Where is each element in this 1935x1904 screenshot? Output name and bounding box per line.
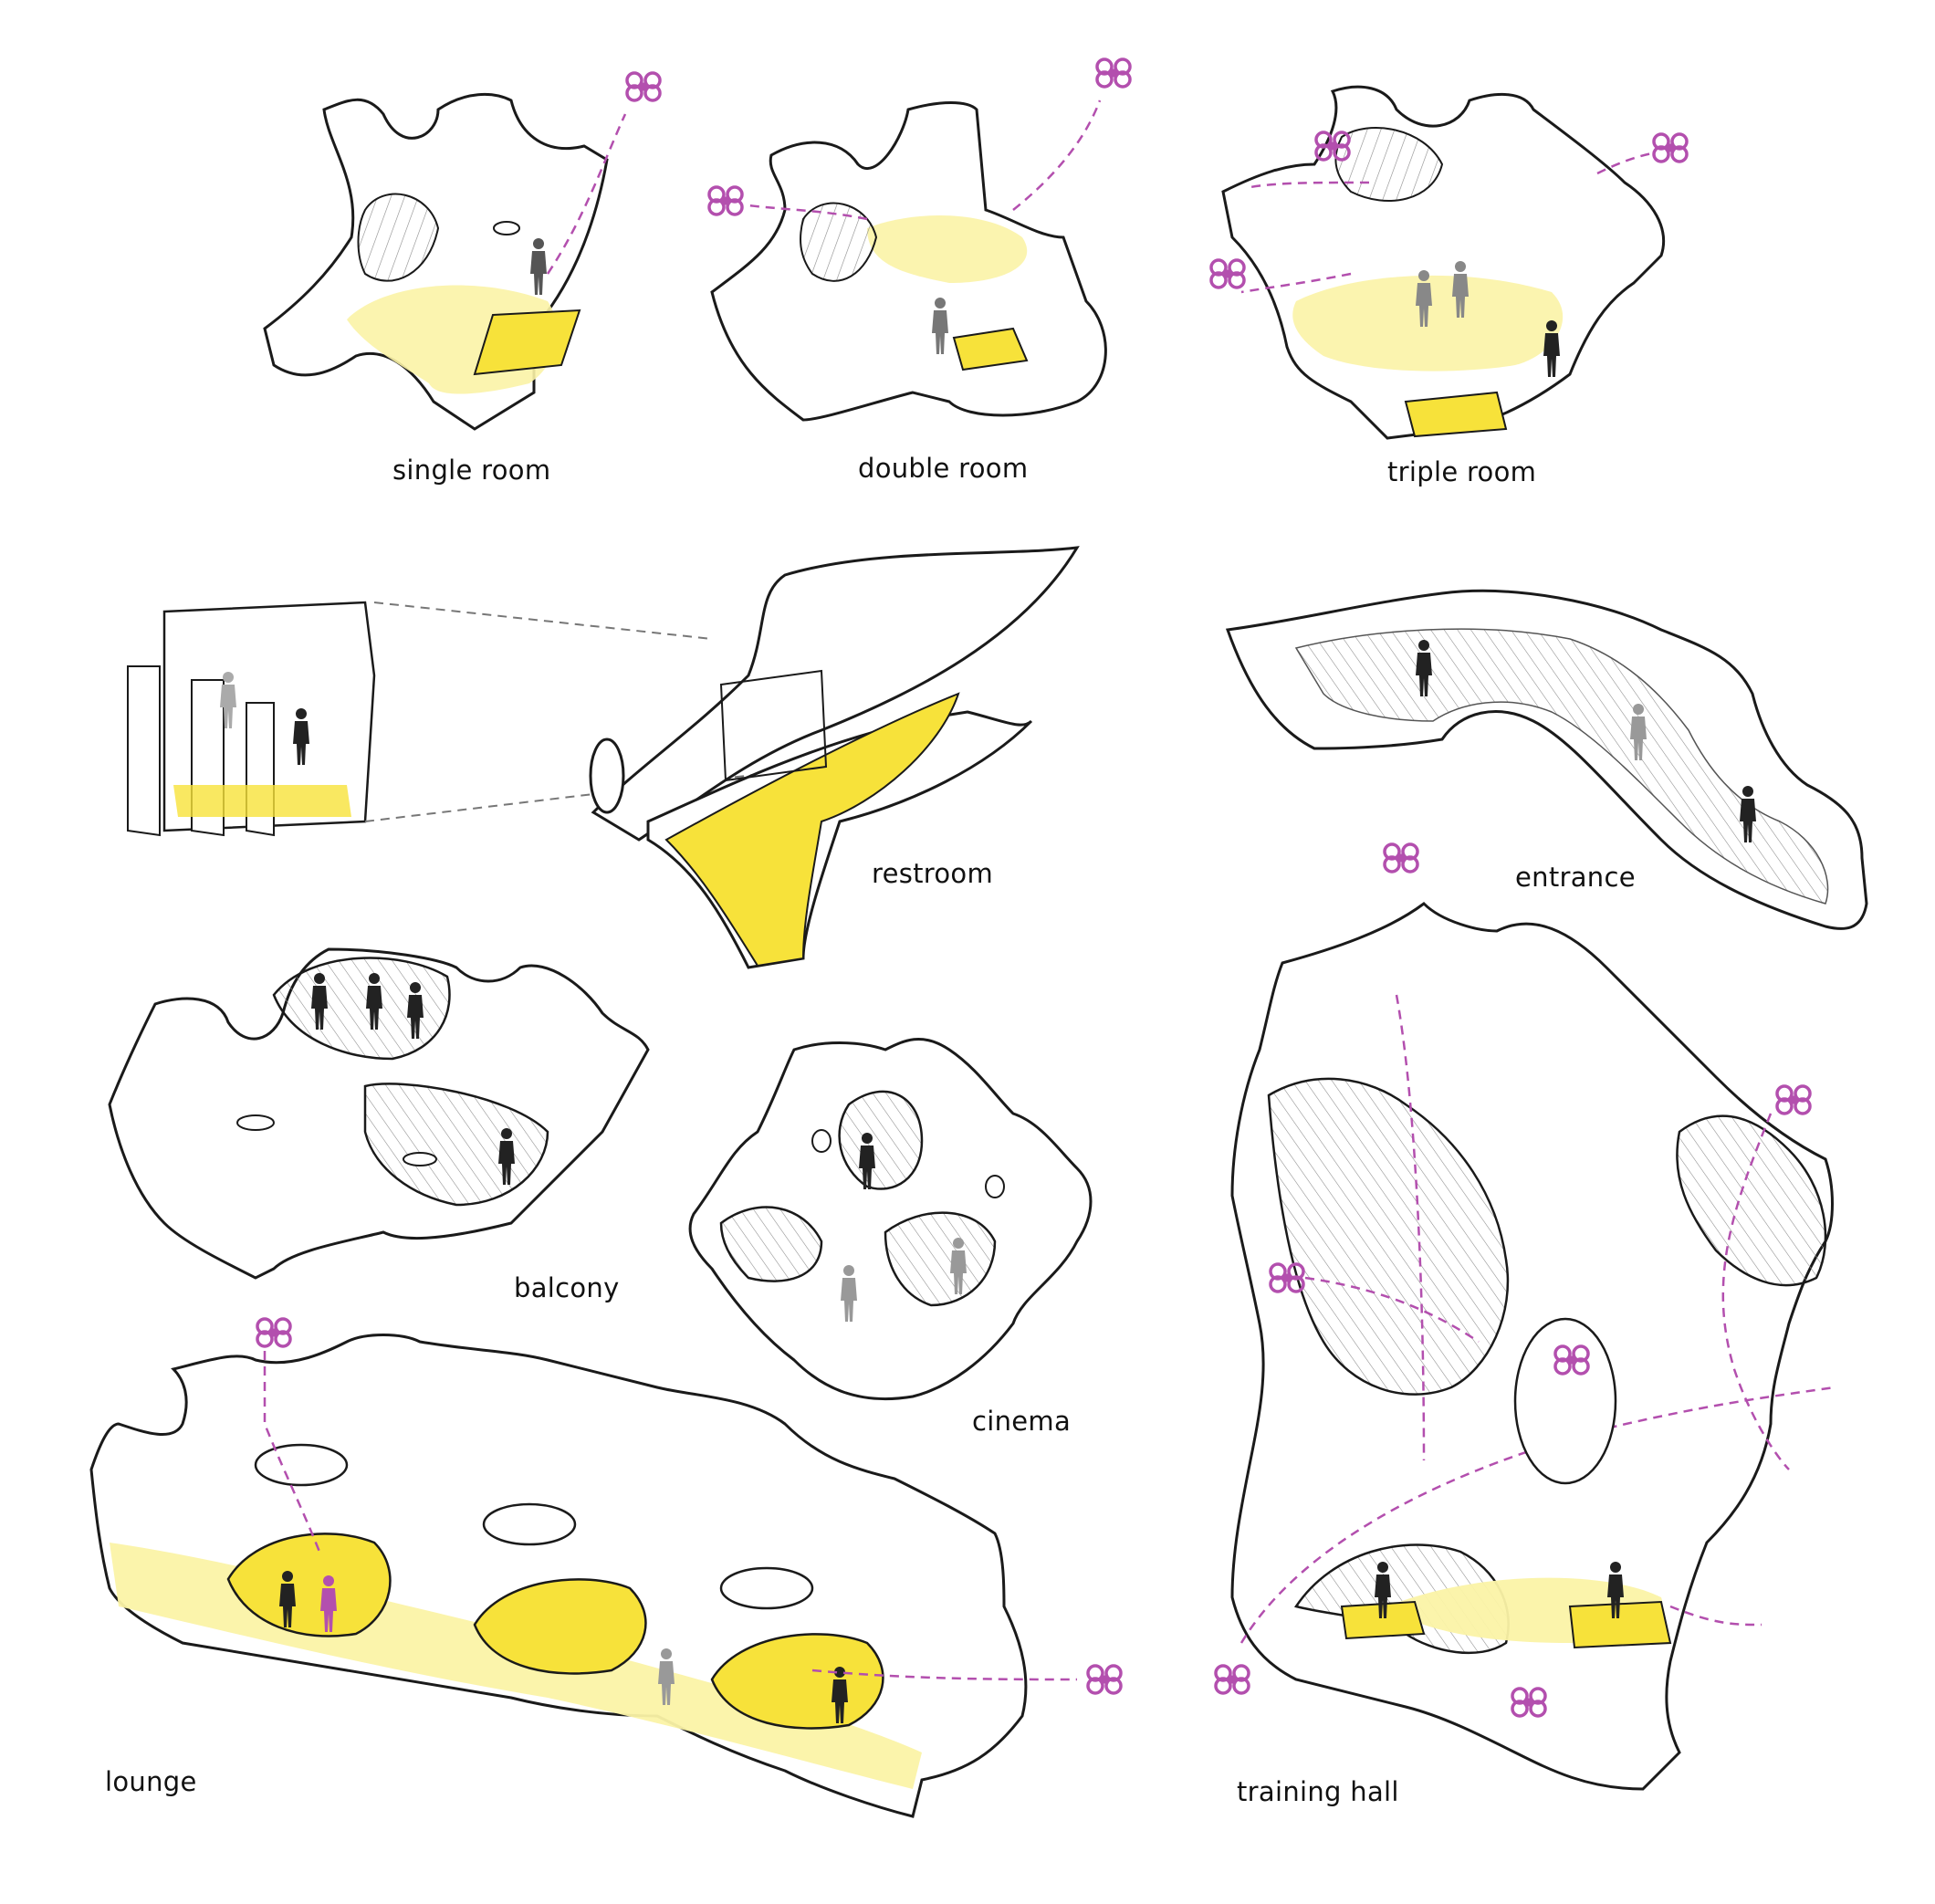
label-double-room: double room: [858, 453, 1029, 484]
single-room-floor: [473, 309, 581, 376]
entrance-contour-hatch: [1294, 628, 1829, 905]
training-hall-drone-path-4: [1721, 1113, 1790, 1470]
restroom-cubicle-floor: [173, 785, 351, 817]
label-single-room: single room: [392, 455, 551, 486]
double-room-drone-icon-right: [1095, 58, 1132, 89]
double-room-hatch: [800, 202, 878, 282]
lounge-drone-path-right: [811, 1669, 1078, 1681]
double-room-drone-path-left: [748, 204, 868, 221]
training-hall-drone-path-3: [1304, 1276, 1480, 1344]
label-triple-room: triple room: [1387, 456, 1537, 487]
balcony-lower-bowl: [363, 1083, 549, 1207]
restroom-box-in-shell: [719, 669, 828, 782]
single-room-hatch: [357, 193, 440, 282]
training-hall-drone-icon-3: [1775, 1084, 1812, 1115]
cinema-bowl-left: [719, 1206, 823, 1282]
training-hall-mat-left: [1340, 1600, 1426, 1640]
single-room-module: [263, 71, 662, 431]
training-hall-module: [1214, 842, 1836, 1791]
single-room-drone-icon: [625, 71, 662, 102]
label-lounge: lounge: [105, 1766, 197, 1797]
double-room-drone-path-right: [1012, 99, 1102, 211]
lounge-pod-2: [473, 1578, 647, 1675]
training-hall-opening: [1513, 1317, 1617, 1485]
label-restroom: restroom: [872, 858, 994, 889]
double-room-soft-yellow: [867, 215, 1028, 283]
training-hall-drone-path-2: [1395, 994, 1426, 1461]
restroom-tube-end: [589, 738, 625, 814]
triple-room-drone-icon-3: [1652, 132, 1689, 163]
cinema-opening-2: [985, 1175, 1005, 1198]
double-room-floor: [952, 327, 1029, 371]
training-hall-curved-wall-right: [1676, 1114, 1827, 1287]
triple-room-drone-path-2: [1250, 181, 1370, 189]
lounge-drone-path-left: [263, 1351, 321, 1553]
balcony-module: [108, 947, 650, 1280]
double-room-drone-icon-left: [707, 185, 744, 216]
lounge-opening-2: [482, 1502, 577, 1546]
training-hall-mat-right: [1568, 1600, 1672, 1649]
lounge-pod-1: [226, 1533, 392, 1637]
balcony-opening-2: [403, 1152, 437, 1166]
cinema-shell: [688, 1037, 1093, 1401]
label-training-hall: training hall: [1237, 1776, 1399, 1807]
restroom-shell-upper: [591, 546, 1080, 842]
triple-room-drone-path-3: [1596, 152, 1653, 175]
lounge-drone-icon-right: [1086, 1664, 1123, 1695]
cinema-opening-1: [811, 1129, 832, 1153]
label-cinema: cinema: [972, 1406, 1072, 1437]
lounge-opening-3: [719, 1566, 814, 1610]
triple-room-floor: [1404, 391, 1508, 438]
lounge-opening-1: [254, 1443, 349, 1487]
training-hall-drone-icon-1: [1383, 842, 1419, 874]
cinema-module: [688, 1037, 1093, 1401]
restroom-projection-line-top: [373, 602, 713, 640]
training-hall-curved-wall-left: [1267, 1077, 1510, 1396]
label-entrance: entrance: [1515, 862, 1636, 893]
triple-room-module: [1209, 85, 1689, 440]
triple-room-soft-yellow: [1292, 275, 1564, 371]
entrance-module: [1225, 589, 1868, 930]
lounge-drone-icon-left: [256, 1317, 292, 1348]
balcony-opening-1: [236, 1114, 275, 1131]
single-room-opening: [493, 221, 520, 235]
triple-room-drone-icon-1: [1209, 258, 1246, 289]
restroom-cubicle-front: [127, 665, 275, 837]
double-room-module: [707, 58, 1132, 422]
label-balcony: balcony: [514, 1272, 620, 1303]
training-hall-drone-icon-5: [1214, 1664, 1250, 1695]
training-hall-drone-path-5: [1669, 1605, 1762, 1627]
lounge-module: [89, 1317, 1123, 1818]
single-room-drone-path: [546, 113, 627, 275]
restroom-yellow-floor: [664, 692, 960, 968]
restroom-module: [127, 546, 1080, 969]
cinema-bowl-right: [884, 1211, 997, 1307]
triple-room-drone-path-1: [1240, 272, 1352, 294]
triple-room-shell: [1221, 85, 1666, 440]
